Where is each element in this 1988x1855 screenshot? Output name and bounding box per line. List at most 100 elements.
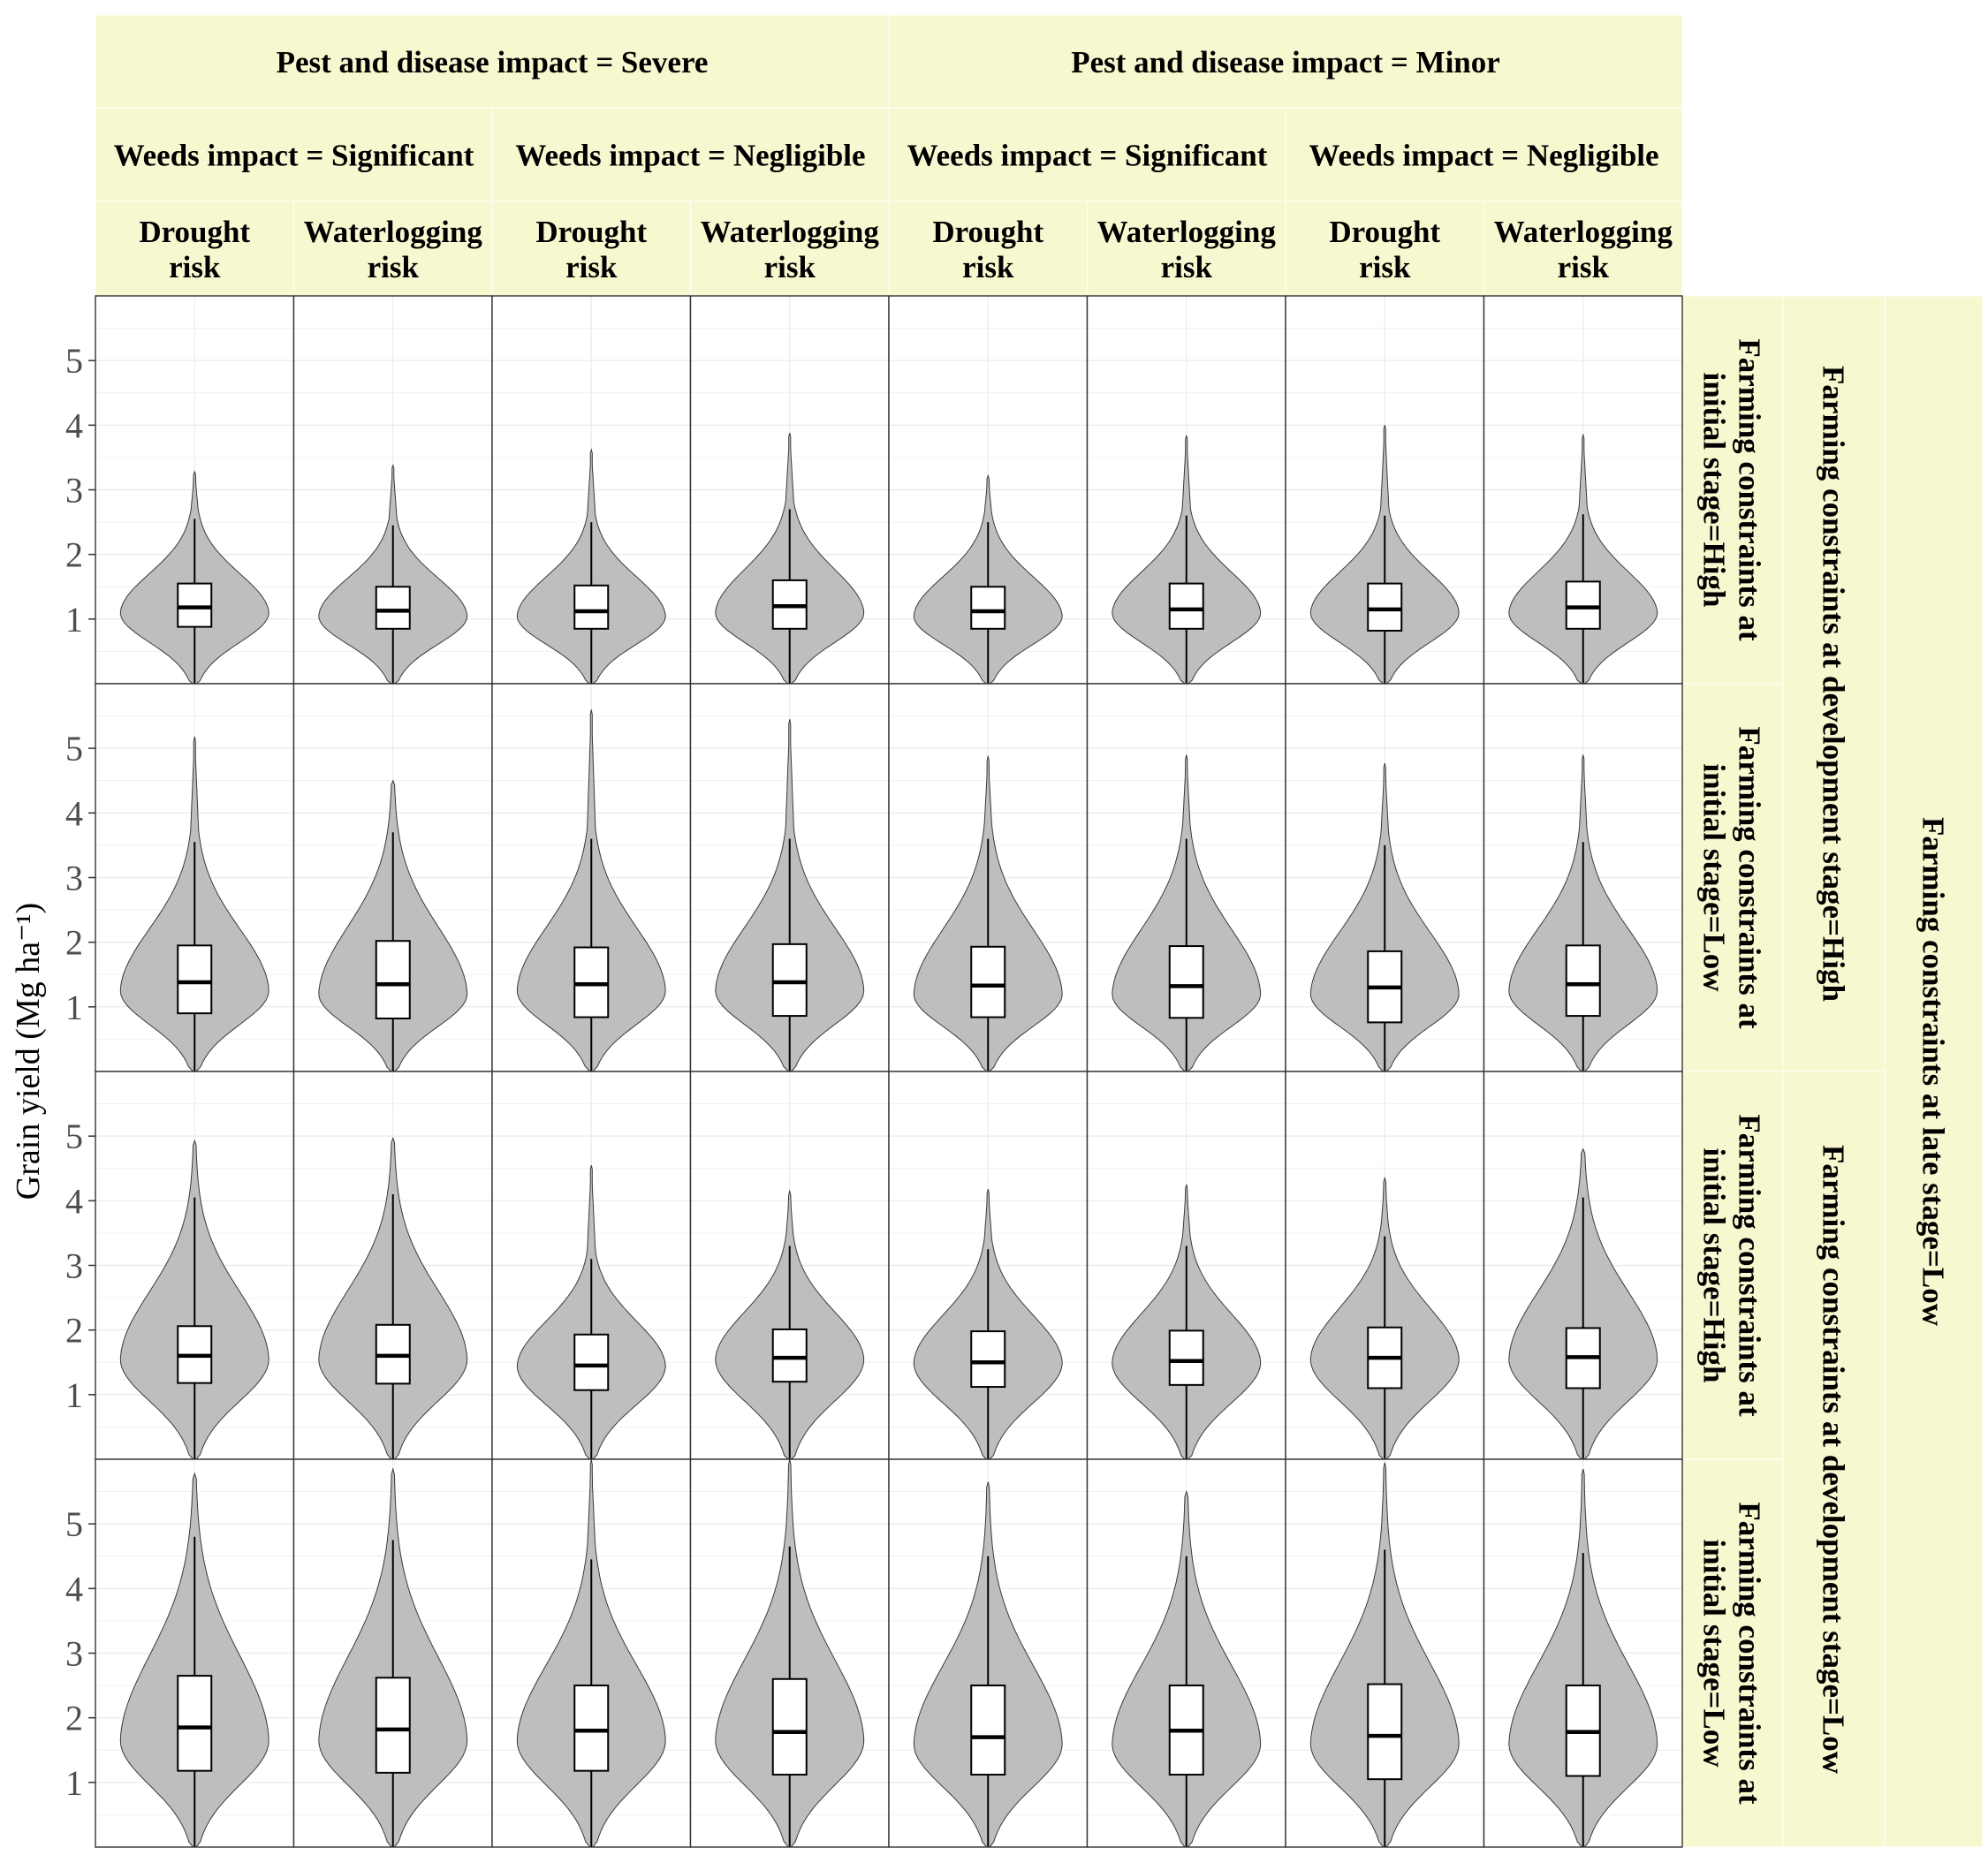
panel-r1-c6 (1285, 683, 1485, 1072)
box (177, 582, 213, 628)
box (573, 1685, 610, 1772)
box (1168, 1329, 1204, 1386)
y-tick-label: 4 (65, 405, 83, 445)
strip-risk-label: Drought risk (932, 215, 1043, 284)
panel-r3-c5 (1086, 1458, 1286, 1848)
panel-r2-c6 (1285, 1071, 1485, 1460)
y-tick-label: 5 (65, 729, 83, 768)
strip-initial-2 (1681, 1071, 1784, 1460)
box (970, 586, 1006, 630)
box (1168, 945, 1204, 1019)
y-tick-label: 2 (65, 535, 83, 575)
strip-risk-label-line: risk (1161, 250, 1213, 284)
panel-r0-c4 (888, 295, 1089, 685)
strip-pest-0 (95, 14, 890, 109)
strip-risk-label-line: risk (565, 250, 618, 284)
box (771, 1677, 808, 1776)
strip-risk-label-line: Waterlogging (1494, 215, 1673, 249)
y-tick-label: 5 (65, 341, 83, 381)
y-axis-title: Grain yield (Mg ha⁻¹) (10, 903, 47, 1200)
strip-risk-3 (690, 201, 890, 297)
strip-pest-label-line: Pest and disease impact = Minor (1071, 45, 1500, 80)
strip-risk-label-line: risk (1359, 250, 1411, 284)
box (573, 1333, 610, 1391)
box (177, 1675, 213, 1772)
strip-weeds-1 (491, 107, 890, 202)
y-tick-label: 3 (65, 471, 83, 511)
panel-r2-c0 (95, 1071, 295, 1460)
strip-risk-label: Waterlogging risk (1494, 215, 1673, 284)
panel-r0-c5 (1086, 295, 1286, 685)
strip-pest-label: Pest and disease impact = Severe (277, 45, 709, 80)
y-tick-label: 2 (65, 1311, 83, 1351)
strip-risk-label-line: risk (368, 250, 420, 284)
box (1565, 944, 1601, 1018)
panel-r2-c5 (1086, 1071, 1286, 1460)
panel-r2-c4 (888, 1071, 1089, 1460)
panel-r2-c2 (491, 1071, 692, 1460)
strip-risk-label: Drought risk (1329, 215, 1440, 284)
y-tick-label: 3 (65, 859, 83, 898)
panel-r1-c4 (888, 683, 1089, 1072)
box (970, 1685, 1006, 1776)
box (970, 945, 1006, 1018)
panel-r3-c6 (1285, 1458, 1485, 1848)
y-axis: 1 2 3 4 5 1 2 3 4 5 1 2 3 4 5 1 2 3 4 5 (65, 341, 95, 1803)
strip-risk-label-line: Waterlogging (304, 215, 483, 249)
strip-weeds-3 (1285, 107, 1683, 202)
strip-risk-label-line: risk (169, 250, 221, 284)
panel-r3-c4 (888, 1458, 1089, 1848)
panel-r0-c1 (292, 295, 493, 685)
panel-r0-c6 (1285, 295, 1485, 685)
panel-r1-c5 (1086, 683, 1286, 1072)
facet-strips: Pest and disease impact = Severe Pest and… (95, 14, 1984, 1848)
strip-initial-label-line: Farming constraints at (1732, 1502, 1766, 1805)
y-tick-label: 5 (65, 1117, 83, 1156)
strip-development-1 (1782, 1071, 1886, 1848)
strip-late-label-line: Farming constraints at late stage=Low (1916, 817, 1950, 1327)
panel-r3-c0 (95, 1458, 295, 1848)
strip-initial-label: Farming constraints atinitial stage=Low (1696, 726, 1766, 1029)
panel-r2-c1 (292, 1071, 493, 1460)
strip-late-0 (1884, 295, 1984, 1848)
strip-risk-label-line: Drought (1329, 215, 1440, 249)
strip-initial-0 (1681, 295, 1784, 685)
strip-weeds-label: Weeds impact = Significant (114, 138, 474, 172)
y-tick-label: 4 (65, 1181, 83, 1221)
strip-risk-label-line: risk (764, 250, 816, 284)
box (375, 586, 411, 630)
strip-development-label: Farming constraints at development stage… (1816, 1145, 1850, 1775)
strip-development-label-line: Farming constraints at development stage… (1816, 1145, 1850, 1775)
strip-risk-label: Drought risk (139, 215, 250, 284)
strip-development-label: Farming constraints at development stage… (1816, 366, 1850, 1002)
box (573, 584, 610, 630)
strip-weeds-label-line: Weeds impact = Significant (114, 138, 474, 172)
box (771, 943, 808, 1018)
panel-border (1483, 1458, 1683, 1848)
strip-initial-label-line: initial stage=Low (1696, 1539, 1731, 1768)
strip-risk-label-line: Waterlogging (1097, 215, 1277, 249)
y-tick-label: 3 (65, 1634, 83, 1674)
strip-weeds-label-line: Weeds impact = Negligible (1309, 138, 1658, 172)
strip-weeds-label: Weeds impact = Negligible (515, 138, 865, 172)
panel-r1-c2 (491, 683, 692, 1072)
strip-weeds-label: Weeds impact = Negligible (1309, 138, 1658, 172)
y-tick-label: 2 (65, 923, 83, 963)
panel-r3-c2 (491, 1458, 692, 1848)
y-tick-label: 1 (65, 1763, 83, 1803)
y-tick-label: 3 (65, 1246, 83, 1286)
box (1367, 582, 1403, 632)
box (1168, 582, 1204, 630)
strip-risk-6 (1285, 201, 1484, 297)
strip-late-label: Farming constraints at late stage=Low (1916, 817, 1950, 1327)
strip-risk-label-line: Drought (535, 215, 647, 249)
y-tick-label: 1 (65, 600, 83, 640)
strip-initial-3 (1681, 1458, 1784, 1848)
strip-risk-label-line: Waterlogging (701, 215, 880, 249)
box (375, 1677, 411, 1774)
strip-initial-label-line: initial stage=High (1696, 1148, 1731, 1383)
box (1565, 580, 1601, 630)
box (375, 940, 411, 1020)
panel-r1-c7 (1483, 683, 1683, 1072)
strip-weeds-2 (888, 107, 1286, 202)
